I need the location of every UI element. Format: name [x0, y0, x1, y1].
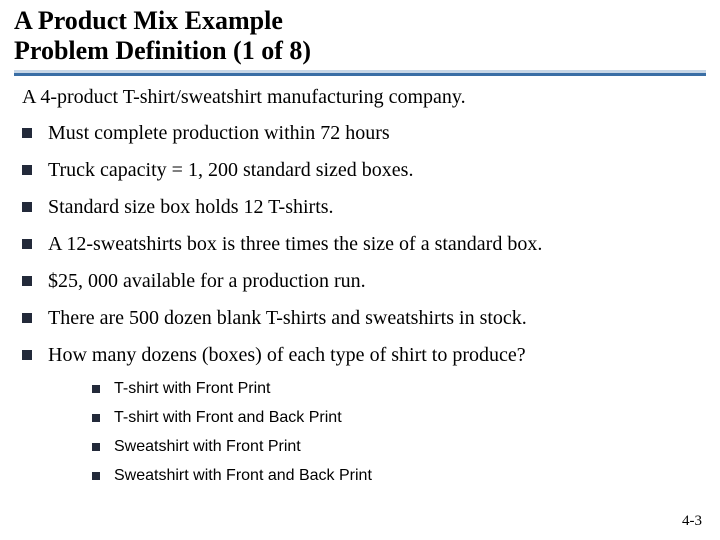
square-bullet-icon — [22, 239, 32, 249]
bullet-text: Must complete production within 72 hours — [48, 121, 390, 145]
bullet-item: $25, 000 available for a production run. — [22, 269, 698, 293]
title-line-1: A Product Mix Example — [14, 6, 706, 36]
square-bullet-icon — [22, 276, 32, 286]
sub-bullet-text: T-shirt with Front Print — [114, 380, 270, 398]
title-line-2: Problem Definition (1 of 8) — [14, 36, 706, 66]
bullet-item: A 12-sweatshirts box is three times the … — [22, 232, 698, 256]
bullet-item: There are 500 dozen blank T-shirts and s… — [22, 306, 698, 330]
slide: A Product Mix Example Problem Definition… — [0, 0, 720, 540]
page-number: 4-3 — [682, 513, 702, 530]
bullet-text: There are 500 dozen blank T-shirts and s… — [48, 306, 527, 330]
square-bullet-icon — [22, 313, 32, 323]
bullet-item: How many dozens (boxes) of each type of … — [22, 343, 698, 367]
square-bullet-icon — [22, 350, 32, 360]
sub-bullet-item: T-shirt with Front and Back Print — [92, 409, 698, 427]
title-block: A Product Mix Example Problem Definition… — [0, 0, 720, 66]
bullet-item: Truck capacity = 1, 200 standard sized b… — [22, 158, 698, 182]
slide-body: A 4-product T-shirt/sweatshirt manufactu… — [0, 76, 720, 485]
square-bullet-icon — [92, 414, 100, 422]
intro-text: A 4-product T-shirt/sweatshirt manufactu… — [22, 86, 698, 109]
square-bullet-icon — [22, 165, 32, 175]
sub-bullet-item: Sweatshirt with Front and Back Print — [92, 467, 698, 485]
square-bullet-icon — [92, 443, 100, 451]
square-bullet-icon — [22, 128, 32, 138]
square-bullet-icon — [92, 385, 100, 393]
main-bullet-list: Must complete production within 72 hours… — [22, 121, 698, 367]
square-bullet-icon — [92, 472, 100, 480]
bullet-item: Standard size box holds 12 T-shirts. — [22, 195, 698, 219]
bullet-text: Standard size box holds 12 T-shirts. — [48, 195, 334, 219]
sub-bullet-text: T-shirt with Front and Back Print — [114, 409, 342, 427]
sub-bullet-text: Sweatshirt with Front Print — [114, 438, 301, 456]
bullet-text: A 12-sweatshirts box is three times the … — [48, 232, 542, 256]
bullet-text: How many dozens (boxes) of each type of … — [48, 343, 526, 367]
title-underline — [14, 70, 706, 76]
bullet-item: Must complete production within 72 hours — [22, 121, 698, 145]
sub-bullet-list: T-shirt with Front Print T-shirt with Fr… — [92, 380, 698, 485]
sub-bullet-item: T-shirt with Front Print — [92, 380, 698, 398]
square-bullet-icon — [22, 202, 32, 212]
bullet-text: Truck capacity = 1, 200 standard sized b… — [48, 158, 413, 182]
bullet-text: $25, 000 available for a production run. — [48, 269, 366, 293]
sub-bullet-text: Sweatshirt with Front and Back Print — [114, 467, 372, 485]
sub-bullet-item: Sweatshirt with Front Print — [92, 438, 698, 456]
